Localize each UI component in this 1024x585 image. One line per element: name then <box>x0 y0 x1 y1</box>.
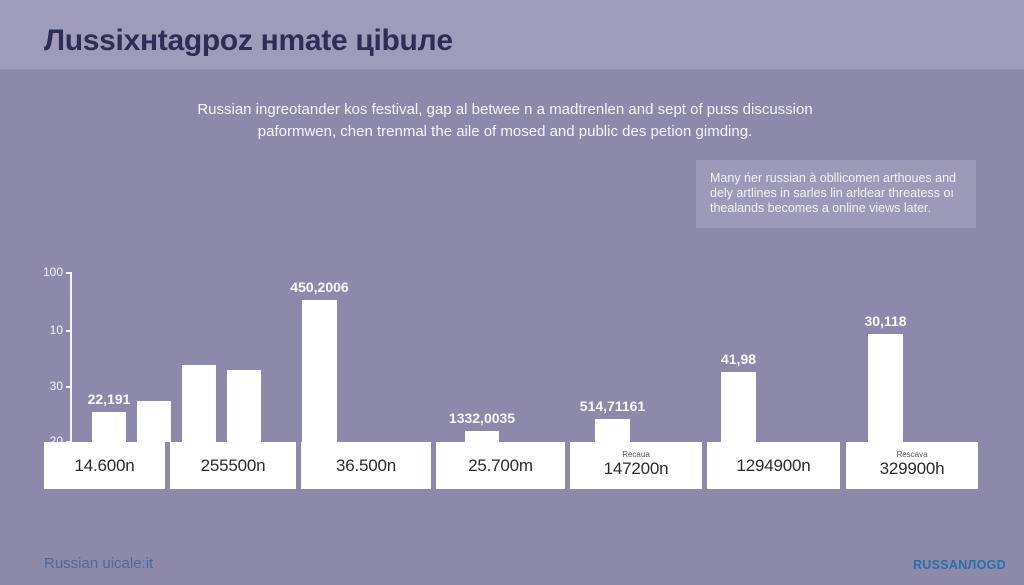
footer-source: Russian uicale:it <box>44 555 154 572</box>
footer-logo: RUSSANЛOGD <box>912 558 1006 572</box>
bar <box>868 334 903 442</box>
y-tick <box>66 386 71 388</box>
category-value: 14.600n <box>74 455 135 475</box>
subtitle-line-1: Russian ingreotander kos festival, gap a… <box>197 101 813 118</box>
bar <box>227 370 261 442</box>
y-tick-label: 10 <box>49 323 63 337</box>
y-tick-label: 30 <box>49 379 63 393</box>
bar <box>137 401 171 442</box>
annotation-box: Many ńer russian à obllicomen arthoues a… <box>696 160 976 228</box>
y-tick-label: 100 <box>42 265 63 279</box>
category-caption: Recaua <box>622 450 650 459</box>
y-tick <box>66 330 71 332</box>
category-cell: Rescava 329900h <box>846 442 978 489</box>
bar <box>92 412 126 442</box>
bar-value-label: 450,2006 <box>290 279 349 295</box>
category-cell: 255500n <box>170 442 296 489</box>
bar <box>465 431 499 442</box>
bar-value-label: 1332,0035 <box>448 410 516 426</box>
bar-value-label: 41,98 <box>720 351 757 367</box>
annotation-text: Many ńer russian à obllicomen arthoues a… <box>710 171 956 215</box>
category-value: 1294900n <box>736 455 811 475</box>
bar <box>182 365 216 442</box>
bar <box>721 372 756 442</box>
y-tick <box>66 272 71 274</box>
category-value: 147200n <box>603 459 669 478</box>
subtitle-line-2: paformwen, chen trenmal the aile of mose… <box>257 123 753 140</box>
bar <box>595 419 630 442</box>
chart-subtitle: Russian ingreotander kos festival, gap a… <box>150 99 860 143</box>
category-cell: 25.700m <box>436 442 565 489</box>
y-axis <box>70 272 72 444</box>
category-value: 329900h <box>879 459 945 478</box>
category-cell: Recaua 147200n <box>570 442 702 489</box>
category-caption: Rescava <box>896 450 928 459</box>
category-cell: 36.500n <box>301 442 431 489</box>
header-band: Лussiхнtagpoz нmate ціbuлe <box>0 0 1024 70</box>
bar-value-label: 514,71161 <box>579 398 646 414</box>
bar-value-label: 30,118 <box>864 313 907 329</box>
category-value: 36.500n <box>335 455 397 475</box>
category-cell: 1294900n <box>707 442 840 489</box>
page-title: Лussiхнtagpoz нmate ціbuлe <box>44 24 453 57</box>
bar <box>302 300 337 442</box>
category-value: 255500n <box>200 455 266 475</box>
category-value: 25.700m <box>468 455 533 475</box>
bar-value-label: 22,191 <box>87 391 131 407</box>
category-cell: 14.600n <box>44 442 165 489</box>
